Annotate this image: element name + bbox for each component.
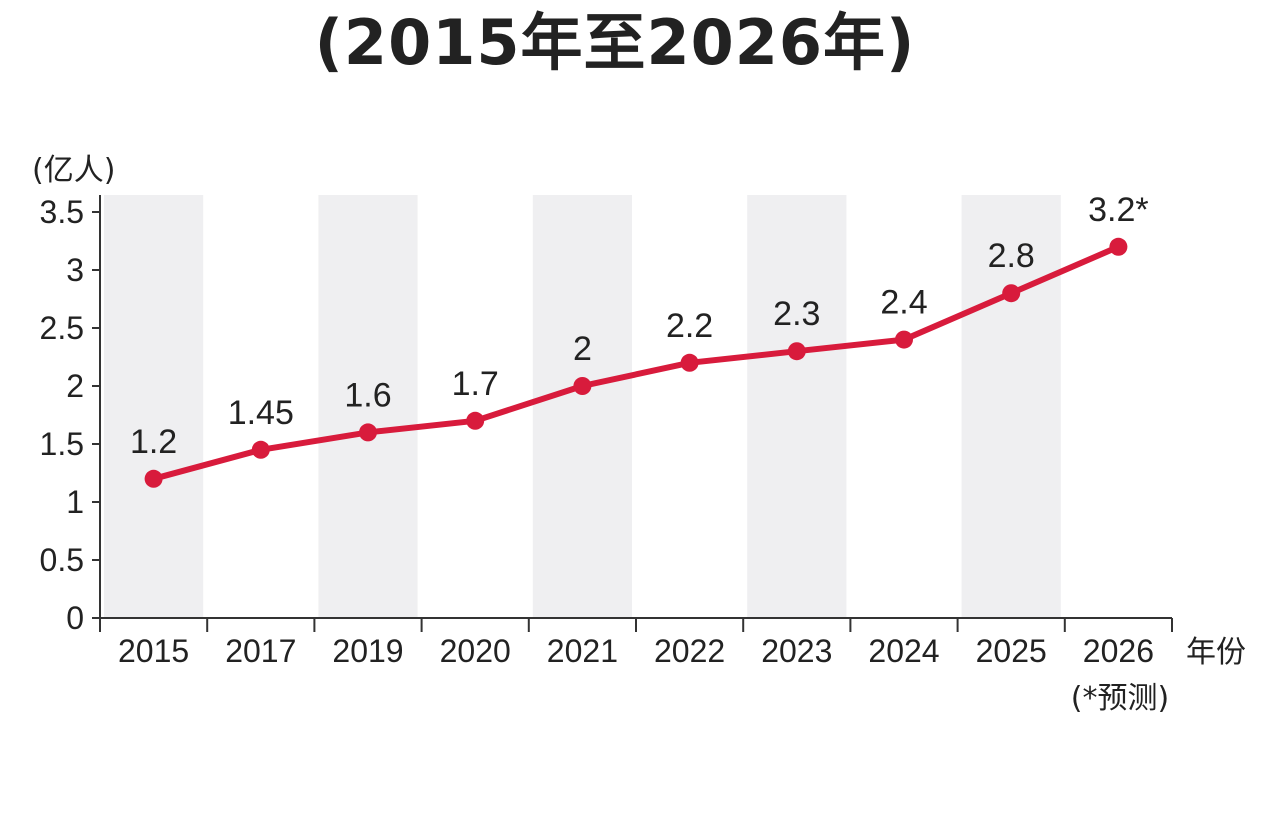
chart-axes [92,195,1173,632]
x-tick-label: 2017 [225,633,296,669]
chart-title: (2015年至2026年) [314,6,916,79]
data-label: 3.2* [1088,191,1149,229]
y-tick-label: 1 [66,484,84,520]
x-tick-label: 2019 [332,633,403,669]
data-point [359,423,377,442]
data-label: 2.8 [988,237,1035,275]
x-axis-label: 年份 [1186,635,1246,670]
data-point [251,440,270,459]
x-tick-label: 2026 [1083,633,1154,669]
data-label: 1.45 [228,394,294,432]
data-point [1109,237,1128,256]
alternating-column-bands [104,195,1061,618]
data-point [573,377,592,395]
y-axis-label: (亿人) [32,153,115,188]
column-band [747,195,847,618]
data-label: 1.6 [344,376,391,414]
forecast-note: (*预测) [1071,681,1169,716]
data-label: 2.2 [666,307,713,345]
y-tick-label: 0 [66,600,84,636]
x-tick-label: 2025 [976,633,1047,669]
column-band [318,195,418,618]
x-tick-label: 2024 [868,633,939,669]
data-point [680,353,699,372]
data-point [1002,284,1021,303]
data-point [466,411,485,430]
column-band [104,195,204,618]
x-tick-labels: 2015 2017 2019 2020 2021 2022 2023 2024 2025 2026 [118,633,1154,669]
column-band [961,195,1061,618]
y-tick-label: 1.5 [40,426,84,462]
column-band [532,195,632,618]
x-tick-label: 2021 [547,633,618,669]
data-series [144,237,1128,488]
data-label: 1.2 [130,423,177,461]
y-tick-label: 0.5 [40,542,84,578]
data-label: 2.4 [880,284,927,322]
y-tick-labels: 0 0.5 1 1.5 2 2.5 3 3.5 [40,194,84,636]
x-tick-label: 2023 [761,633,832,669]
x-tick-label: 2022 [654,633,725,669]
data-point [787,342,806,361]
data-label: 1.7 [452,365,499,403]
x-tick-label: 2020 [440,633,511,669]
y-tick-label: 3 [66,252,84,288]
data-point [895,330,913,349]
y-tick-label: 2 [66,368,84,404]
y-tick-label: 3.5 [40,194,84,230]
data-labels: 1.2 1.45 1.6 1.7 2 2.2 2.3 2.4 2.8 3.2* [130,191,1149,461]
x-tick-label: 2015 [118,633,189,669]
series-line [150,243,1122,482]
y-tick-label: 2.5 [40,310,84,346]
data-label: 2.3 [773,295,820,333]
data-point [144,469,163,488]
data-label: 2 [573,330,592,368]
